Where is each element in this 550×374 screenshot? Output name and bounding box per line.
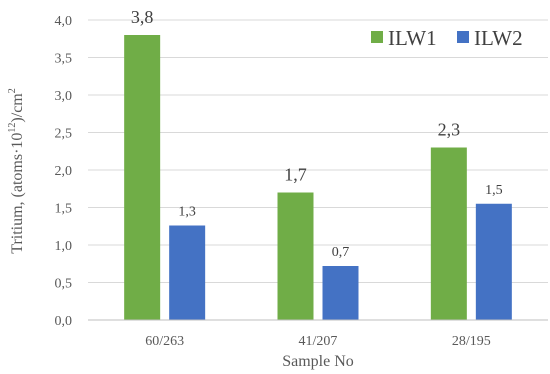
- legend-label-ilw2: ILW2: [474, 26, 523, 50]
- y-tick-label: 0,0: [55, 314, 73, 329]
- data-label-ilw2-2: 1,5: [485, 183, 503, 198]
- bar-ilw1-2: [430, 147, 467, 320]
- bar-ilw2-0: [169, 225, 206, 320]
- data-label-ilw1-2: 2,3: [438, 120, 461, 140]
- y-axis-title-square: 2: [7, 88, 18, 93]
- bar-ilw2-2: [475, 203, 512, 320]
- y-tick-label: 4,0: [55, 14, 73, 29]
- x-axis-title: Sample No: [282, 353, 354, 370]
- y-axis-title-main: Tritium, (atoms·10: [9, 133, 26, 254]
- y-tick-label: 2,5: [55, 127, 73, 142]
- y-axis-title-tail: )/cm: [9, 93, 26, 123]
- x-tick-label: 28/195: [452, 334, 491, 349]
- bar-ilw1-1: [277, 192, 314, 320]
- x-tick-label: 60/263: [145, 334, 184, 349]
- legend-label-ilw1: ILW1: [388, 26, 437, 50]
- y-tick-label: 2,0: [55, 164, 73, 179]
- y-tick-label: 0,5: [55, 277, 73, 292]
- y-tick-label: 1,5: [55, 202, 73, 217]
- label-layer: 3,8 1,3 1,7 0,7 2,3 1,5: [131, 7, 503, 260]
- data-label-ilw1-0: 3,8: [131, 7, 154, 27]
- data-label-ilw2-0: 1,3: [178, 205, 196, 220]
- legend-swatch-ilw1: [371, 31, 383, 43]
- y-tick-label: 1,0: [55, 239, 73, 254]
- x-tick-label: 41/207: [299, 334, 338, 349]
- data-label-ilw1-1: 1,7: [284, 165, 307, 185]
- y-axis-title-exponent: 12: [7, 123, 18, 133]
- legend: ILW1 ILW2: [371, 26, 523, 50]
- bar-ilw1-0: [124, 35, 161, 320]
- y-tick-label: 3,5: [55, 52, 73, 67]
- axis-layer: 0,0 0,5 1,0 1,5 2,0 2,5 3,0 3,5 4,0 60/263 41/207 2…: [55, 14, 548, 349]
- grid-layer: [88, 19, 548, 283]
- y-axis-title: Tritium, (atoms·1012)/cm2: [7, 88, 26, 254]
- data-label-ilw2-1: 0,7: [332, 245, 350, 260]
- bar-layer: [124, 35, 512, 320]
- bar-ilw2-1: [322, 266, 359, 320]
- legend-swatch-ilw2: [457, 31, 469, 43]
- y-tick-label: 3,0: [55, 89, 73, 104]
